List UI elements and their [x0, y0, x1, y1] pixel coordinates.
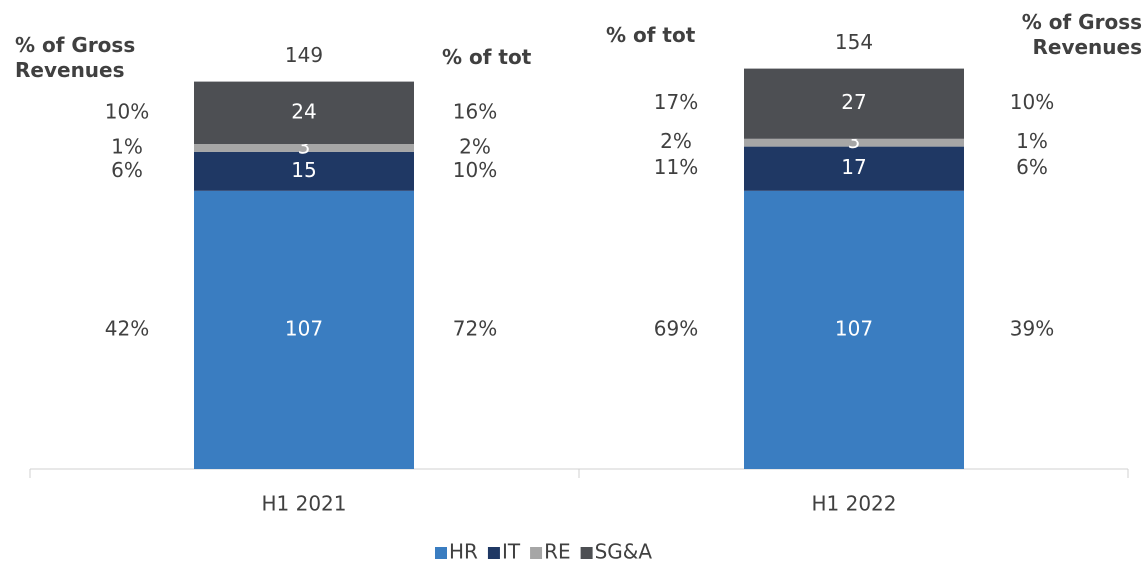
pct-label: 69%	[654, 316, 698, 340]
total-label: 154	[835, 30, 873, 54]
pct-label: 16%	[453, 99, 497, 123]
pct-label: 10%	[1010, 90, 1054, 114]
value-label: 15	[291, 158, 316, 182]
legend-label: SG&A	[595, 540, 653, 564]
column-title: % of Gross Revenues	[1021, 10, 1142, 59]
bar-segment	[194, 144, 414, 152]
legend-label: RE	[544, 540, 571, 564]
pct-label: 11%	[654, 155, 698, 179]
pct-label: 39%	[1010, 316, 1054, 340]
legend-swatch	[530, 547, 543, 559]
bar-segment	[194, 190, 414, 470]
value-label: 17	[841, 155, 866, 179]
total-label: 149	[285, 43, 323, 67]
legend-label: HR	[449, 540, 478, 564]
legend-swatch	[580, 547, 593, 559]
value-label: 107	[285, 316, 323, 340]
legend-swatch	[435, 547, 447, 559]
bar-segment	[744, 190, 964, 470]
bar-segment	[194, 81, 414, 144]
pct-label: 10%	[453, 158, 497, 182]
bar-segment	[744, 146, 964, 191]
pct-label: 2%	[459, 134, 491, 158]
legend-label: IT	[502, 540, 521, 564]
value-label: 27	[841, 90, 866, 114]
pct-label: 42%	[105, 316, 149, 340]
pct-label: 1%	[1016, 129, 1048, 153]
pct-label: 72%	[453, 316, 497, 340]
column-title: % of tot	[606, 23, 696, 47]
bar-segment	[194, 151, 414, 191]
legend-swatch	[487, 547, 500, 559]
x-tick-label: H1 2022	[811, 492, 896, 516]
pct-label: 6%	[1016, 155, 1048, 179]
pct-label: 1%	[111, 134, 143, 158]
value-label: 24	[291, 99, 316, 123]
pct-label: 17%	[654, 90, 698, 114]
pct-label: 2%	[660, 129, 692, 153]
value-label: 107	[835, 316, 873, 340]
bar-segment	[744, 68, 964, 139]
bar-segment	[744, 138, 964, 147]
column-title: % of tot	[442, 45, 532, 69]
column-title: % of Gross Revenues	[15, 33, 136, 82]
pct-label: 10%	[105, 99, 149, 123]
x-tick-label: H1 2021	[261, 492, 346, 516]
pct-label: 6%	[111, 158, 143, 182]
